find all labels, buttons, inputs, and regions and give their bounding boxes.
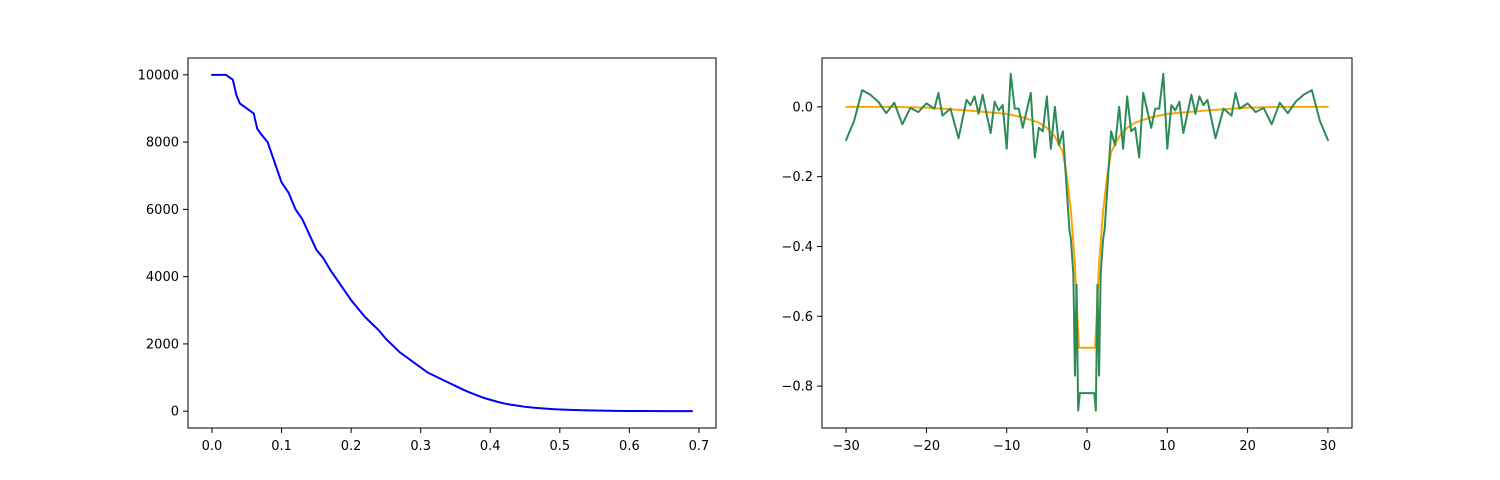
x-tick-label: 20: [1239, 439, 1256, 454]
x-tick-label: 0.2: [341, 439, 362, 454]
x-tick-label: 0.1: [271, 439, 292, 454]
y-tick-label: 10000: [138, 68, 179, 83]
y-tick-label: 2000: [146, 337, 179, 352]
y-tick-label: −0.4: [781, 240, 813, 255]
y-tick-label: −0.8: [781, 380, 813, 395]
y-tick-label: 0.0: [792, 100, 813, 115]
x-tick-label: 0: [1083, 439, 1091, 454]
left-chart: 0.0 0.1 0.2 0.3 0.4 0.5 0.6 0.7 0 2000 4000 6000 800…: [138, 57, 717, 454]
x-tick-label: 0.7: [689, 439, 710, 454]
y-tick-label: −0.6: [781, 310, 813, 325]
x-tick-label: 0.4: [480, 439, 501, 454]
right-chart: −30 −20 −10 0 10 20 30 0.0 −0.2 −0.4 −0.6 −0.8: [781, 57, 1353, 454]
y-tick-label: 6000: [146, 203, 179, 218]
y-tick-label: 4000: [146, 270, 179, 285]
y-tick-label: 8000: [146, 136, 179, 151]
axes-frame: [187, 57, 717, 429]
x-tick-label: 30: [1320, 439, 1337, 454]
series-line-1: [845, 72, 1329, 412]
x-tick-label: 0.5: [549, 439, 570, 454]
x-tick-label: 10: [1159, 439, 1176, 454]
series-line-0: [211, 73, 693, 413]
series-group: [211, 73, 693, 413]
series-group: [845, 72, 1329, 412]
x-tick-label: 0.3: [410, 439, 431, 454]
y-tick-label: −0.2: [781, 170, 813, 185]
x-tick-label: 0.0: [202, 439, 223, 454]
x-tick-label: −20: [913, 439, 940, 454]
y-tick-label: 0: [171, 405, 179, 420]
x-tick-label: −30: [832, 439, 859, 454]
x-tick-label: 0.6: [619, 439, 640, 454]
x-tick-label: −10: [993, 439, 1020, 454]
